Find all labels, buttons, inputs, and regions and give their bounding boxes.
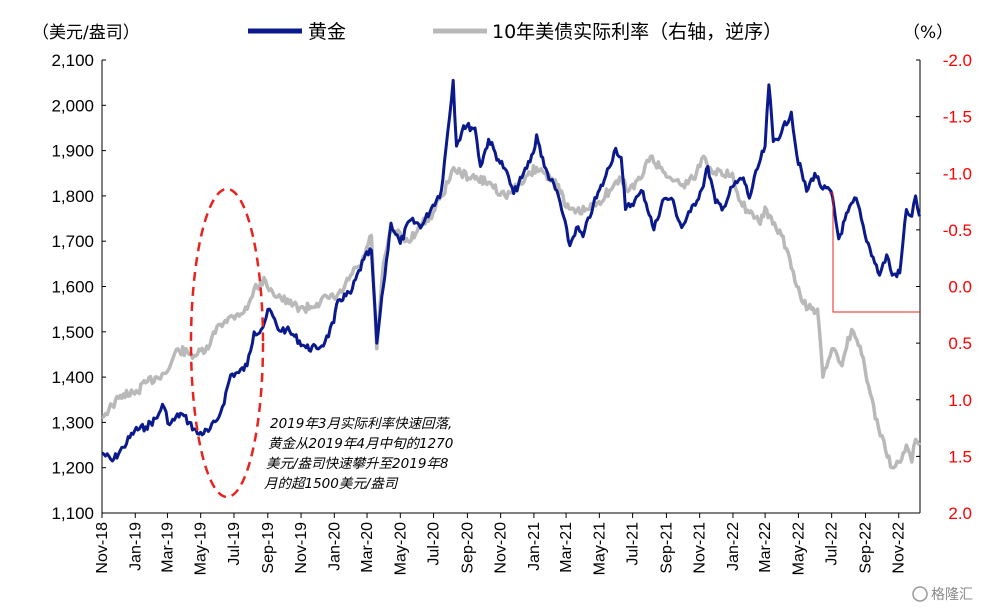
right-tick-label: -0.5 — [943, 221, 972, 240]
x-tick-label: Jan-22 — [725, 522, 742, 571]
rate-drop-marker — [829, 192, 920, 313]
watermark: 格隆汇 — [912, 586, 973, 603]
x-tick-label: Jan-21 — [526, 522, 543, 571]
annotation-line-2: 黄金从2019年4月中旬的1270 — [268, 436, 453, 452]
left-tick-label: 2,000 — [51, 96, 94, 115]
left-tick-label: 1,300 — [51, 413, 94, 432]
x-tick-label: Mar-22 — [757, 522, 774, 573]
right-axis-ticks: -2.0 -1.5 -1.0 -0.5 0.0 0.5 1.0 1.5 2.0 — [916, 51, 972, 523]
x-tick-label: Mar-21 — [558, 522, 575, 573]
left-tick-label: 1,100 — [51, 504, 94, 523]
annotation-line-1: 2019年3月实际利率快速回落, — [270, 416, 452, 432]
right-tick-label: 0.5 — [948, 334, 972, 353]
watermark-logo-icon — [912, 586, 928, 602]
right-tick-label: -1.0 — [943, 164, 972, 183]
highlight-ellipse — [189, 187, 265, 499]
legend-gold-label: 黄金 — [308, 21, 346, 43]
x-tick-label: Sep-19 — [260, 522, 277, 574]
series-line-gold — [101, 78, 921, 463]
left-tick-label: 1,500 — [51, 323, 94, 342]
left-tick-label: 1,800 — [51, 187, 94, 206]
x-tick-label: Nov-18 — [94, 522, 111, 574]
x-tick-label: Jul-21 — [625, 522, 642, 566]
x-tick-label: May-22 — [790, 522, 807, 575]
left-tick-label: 1,600 — [51, 278, 94, 297]
right-tick-label: -2.0 — [943, 51, 972, 70]
left-tick-label: 2,100 — [51, 51, 94, 70]
x-tick-label: Nov-21 — [692, 522, 709, 574]
x-tick-label: Sep-22 — [857, 522, 874, 574]
series-line-real-rate — [101, 154, 921, 470]
legend-rate-label: 10年美债实际利率（右轴，逆序） — [492, 21, 782, 43]
x-tick-label: Jan-20 — [326, 522, 343, 571]
x-tick-label: Jul-22 — [824, 522, 841, 566]
right-tick-label: 0.0 — [948, 278, 972, 297]
x-tick-label: Sep-20 — [459, 522, 476, 574]
left-tick-label: 1,700 — [51, 232, 94, 251]
x-tick-label: May-21 — [591, 522, 608, 575]
watermark-text: 格隆汇 — [931, 587, 973, 603]
right-tick-label: 1.0 — [948, 391, 972, 410]
x-tick-label: Nov-20 — [493, 522, 510, 574]
right-tick-label: -1.5 — [943, 108, 972, 127]
x-tick-label: Sep-21 — [658, 522, 675, 574]
x-tick-label: Jul-19 — [226, 522, 243, 566]
right-axis-unit: （%） — [903, 23, 953, 43]
left-axis-ticks: 1,100 1,200 1,300 1,400 1,500 1,600 1,700 1,800… — [51, 51, 106, 523]
annotation-line-4: 月的超1500美元/盎司 — [264, 476, 399, 492]
x-tick-label: Jul-20 — [426, 522, 443, 566]
x-axis-ticks: Nov-18 Jan-19 Mar-19 May-19 Jul-19 Sep-19 Nov-… — [94, 513, 908, 575]
left-tick-label: 1,400 — [51, 368, 94, 387]
x-tick-label: May-19 — [193, 522, 210, 575]
left-axis-unit: （美元/盎司） — [32, 23, 140, 43]
x-tick-label: Nov-22 — [891, 522, 908, 574]
annotation: 2019年3月实际利率快速回落, 黄金从2019年4月中旬的1270 美元/盎司… — [264, 416, 453, 492]
x-tick-label: Nov-19 — [293, 522, 310, 574]
left-tick-label: 1,900 — [51, 142, 94, 161]
right-tick-label: 2.0 — [948, 504, 972, 523]
right-tick-label: 1.5 — [948, 447, 972, 466]
x-tick-label: Mar-20 — [359, 522, 376, 573]
annotation-line-3: 美元/盎司快速攀升至2019年8 — [266, 456, 449, 472]
x-tick-label: May-20 — [392, 522, 409, 575]
left-tick-label: 1,200 — [51, 459, 94, 478]
x-tick-label: Jan-19 — [127, 522, 144, 571]
x-tick-label: Mar-19 — [159, 522, 176, 573]
